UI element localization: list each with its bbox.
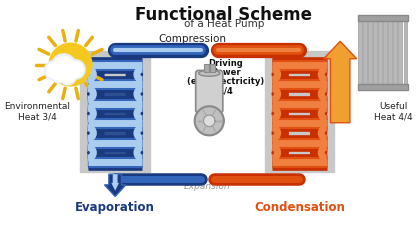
Bar — [399, 17, 402, 89]
Bar — [389, 17, 392, 89]
Bar — [80, 52, 150, 173]
Polygon shape — [45, 61, 64, 81]
Text: 1/4: 1/4 — [218, 86, 233, 95]
Ellipse shape — [198, 71, 220, 77]
Polygon shape — [59, 68, 77, 85]
Bar — [358, 85, 408, 90]
Text: Driving: Driving — [208, 58, 243, 67]
Text: of a Heat Pump: of a Heat Pump — [183, 19, 264, 29]
Polygon shape — [195, 107, 224, 136]
FancyArrow shape — [111, 174, 119, 191]
Text: Power: Power — [211, 68, 240, 77]
Polygon shape — [51, 55, 77, 80]
Bar — [358, 16, 408, 22]
FancyArrow shape — [104, 174, 126, 197]
Polygon shape — [51, 68, 67, 84]
FancyBboxPatch shape — [196, 71, 223, 114]
Bar — [384, 17, 387, 89]
Bar — [358, 17, 362, 89]
Bar — [265, 52, 334, 173]
Text: Useful
Heat 4/4: Useful Heat 4/4 — [374, 102, 413, 121]
Bar — [404, 17, 407, 89]
Polygon shape — [49, 44, 92, 87]
Polygon shape — [203, 116, 215, 127]
Text: Functional Scheme: Functional Scheme — [135, 6, 312, 24]
Polygon shape — [61, 70, 74, 84]
Bar — [363, 17, 367, 89]
Text: (e.g. Electricity): (e.g. Electricity) — [187, 77, 264, 86]
Text: Expansion: Expansion — [184, 182, 230, 191]
Text: Environmental
Heat 3/4: Environmental Heat 3/4 — [5, 102, 71, 121]
Bar — [204, 64, 209, 73]
Bar — [378, 17, 382, 89]
Bar — [368, 17, 372, 89]
Polygon shape — [66, 61, 85, 80]
Text: Compression: Compression — [159, 34, 227, 44]
Polygon shape — [54, 57, 74, 77]
Text: Evaporation: Evaporation — [75, 200, 155, 213]
Bar — [394, 17, 397, 89]
Bar — [373, 17, 377, 89]
FancyArrow shape — [324, 42, 357, 123]
Bar — [210, 64, 215, 73]
Polygon shape — [46, 63, 62, 79]
Polygon shape — [68, 62, 83, 78]
Polygon shape — [53, 70, 65, 82]
Text: Condensation: Condensation — [254, 200, 345, 213]
